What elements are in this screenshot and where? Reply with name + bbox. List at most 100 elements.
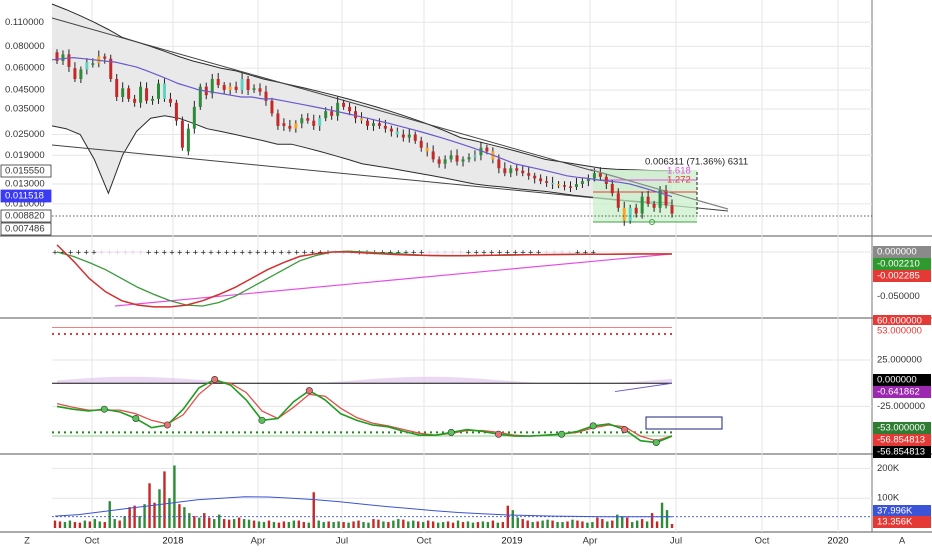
bollinger-upper-line [51, 3, 672, 172]
fib-label-1272: 1.272 [667, 175, 691, 186]
candle [109, 58, 113, 80]
volume-tick-label: 100K [877, 493, 900, 504]
volume-bar [307, 522, 310, 528]
macd-pane[interactable]: + + + + + + + + + + + + + + + + + + + + + + + + + + + + + + + + + + + + + + + +… [52, 244, 872, 308]
macd-cross-marker: + [427, 247, 432, 257]
macd-cross-marker: + [294, 247, 299, 257]
volume-bar [476, 522, 480, 528]
volume-bar [596, 517, 599, 528]
candle [264, 91, 268, 101]
price-marker-box [0, 189, 52, 203]
volume-bar [441, 522, 445, 528]
volume-bar [511, 510, 514, 528]
candle [192, 106, 196, 129]
osc-value-box [873, 374, 931, 386]
volume-bar [521, 519, 524, 528]
macd-value-label: -0.002210 [877, 259, 920, 270]
macd-cross-marker: + [474, 247, 479, 257]
candle [497, 159, 501, 169]
time-tick-label: 2018 [162, 536, 183, 547]
candle [360, 118, 364, 121]
candle [371, 123, 375, 126]
candle [228, 86, 232, 90]
candle [85, 62, 89, 70]
bollinger-lower-line [51, 115, 673, 204]
macd-cross-marker: + [419, 247, 424, 257]
candle [568, 186, 572, 188]
volume-bar [123, 516, 126, 528]
volume-bar [103, 522, 106, 528]
macd-signal-line [56, 250, 672, 307]
candle [407, 134, 411, 138]
oscillator-cross-marker [211, 376, 219, 384]
macd-value-label: -0.002285 [877, 271, 920, 282]
candle [157, 83, 161, 99]
candle [198, 86, 202, 107]
volume-bar [208, 517, 211, 528]
volume-pane[interactable] [52, 465, 872, 528]
auto-scale-label: A [899, 536, 906, 547]
price-marker-box [0, 222, 52, 236]
volume-bar [407, 521, 410, 528]
oscillator-pane[interactable] [52, 327, 872, 447]
time-tick-label: Jul [336, 536, 348, 547]
macd-cross-marker: + [107, 247, 112, 257]
volume-bar [98, 521, 101, 528]
time-axis[interactable]: Oct 2018 Apr Jul Oct 2019 Apr Jul Oct 2020 Z A [18, 533, 911, 549]
auto-scale-button[interactable] [893, 533, 911, 549]
candle [282, 123, 286, 126]
candle [652, 203, 656, 208]
price-tick-label: 0.110000 [5, 17, 44, 28]
volume-bar [118, 520, 121, 528]
volume-bar [247, 519, 251, 528]
volume-bar [496, 522, 500, 528]
volume-bar [237, 517, 241, 528]
oscillator-cross-marker [589, 422, 597, 430]
oscillator-cross-marker [258, 416, 266, 424]
price-tick-label: 0.019000 [5, 150, 45, 161]
macd-cross-marker: + [193, 247, 198, 257]
candle [443, 159, 447, 164]
osc-value-label: 53.000000 [877, 326, 922, 337]
candle [168, 98, 172, 103]
candle [145, 88, 149, 101]
price-tick-label: 0.013000 [5, 179, 45, 190]
candle [73, 68, 77, 80]
candle [103, 56, 107, 59]
volume-bar [327, 521, 330, 528]
candle [467, 157, 471, 160]
volume-bar [531, 522, 534, 528]
volume-bar [630, 522, 634, 528]
macd-cross-marker: + [403, 247, 408, 257]
volume-bar [491, 520, 495, 528]
right-price-axis[interactable]: 0.110000 0.080000 0.060000 0.045000 0.035000… [0, 17, 931, 528]
candle [640, 196, 644, 214]
candle [485, 147, 489, 152]
candle [330, 111, 334, 116]
volume-bar [501, 522, 505, 528]
time-tick-label: Oct [85, 536, 100, 547]
price-tick-label: 0.010000 [5, 198, 45, 209]
volume-bar [183, 507, 186, 528]
volume-bar [153, 502, 156, 528]
osc-value-box [873, 315, 931, 327]
oscillator-cross-marker [305, 387, 313, 395]
volume-bar [163, 471, 166, 528]
candle [401, 134, 405, 138]
volume-bar [436, 522, 440, 528]
macd-value-box [873, 246, 931, 258]
macd-cross-marker: + [396, 247, 401, 257]
candle [246, 79, 250, 90]
volume-bar [412, 520, 415, 528]
volume-bar [133, 505, 136, 528]
macd-cross-marker: + [60, 247, 65, 257]
zoom-z-button[interactable] [18, 533, 36, 549]
highlight-box [645, 416, 723, 430]
macd-cross-marker: + [489, 247, 494, 257]
projection-line [589, 168, 729, 210]
candle [557, 184, 561, 186]
volume-bar [78, 522, 82, 528]
candle [598, 173, 602, 177]
